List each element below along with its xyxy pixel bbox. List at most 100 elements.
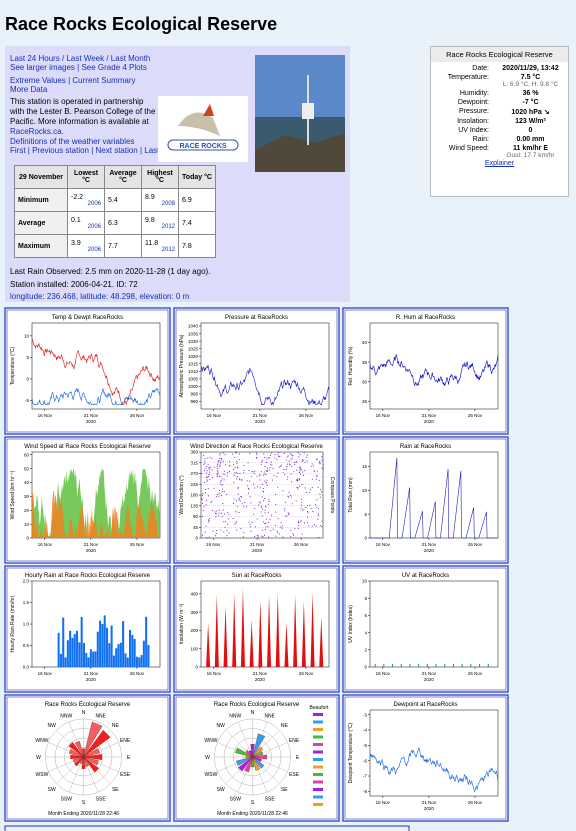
x-tick-label: 16 Nov (38, 542, 53, 547)
trace-bar (71, 637, 74, 667)
trace-dot (205, 488, 207, 490)
trace-dot (220, 494, 222, 496)
trace-dot (247, 487, 249, 489)
trace-dot (299, 466, 301, 468)
trace-dot (263, 453, 265, 455)
trace-dot (290, 536, 292, 538)
x-tick-label: 21 Nov (84, 542, 99, 547)
trace-dot (216, 530, 218, 532)
definitions-link[interactable]: Definitions of the weather variables (10, 137, 135, 146)
rose-direction: S (251, 800, 255, 806)
trace-dot (209, 471, 211, 473)
trace-dot (297, 487, 299, 489)
trace-dot (287, 512, 289, 514)
row-label: Date: (472, 65, 489, 72)
trace-dot (287, 455, 289, 457)
cell-year: 2006 (87, 246, 101, 253)
trace-dot (238, 497, 240, 499)
trace-dot (294, 528, 296, 530)
extreme-links[interactable]: Extreme Values | Current Summary (10, 76, 136, 85)
plot-frame (369, 709, 499, 797)
rose-direction: NNE (95, 713, 106, 719)
trace-dot (259, 487, 261, 489)
trace-dot (225, 521, 227, 523)
trace-dot (309, 504, 311, 506)
trace-dot (256, 475, 258, 477)
trace-bar (140, 655, 143, 667)
rose-petal (74, 756, 84, 767)
rose-direction: SSW (230, 797, 242, 803)
trace-dot (314, 470, 316, 472)
trace-dot (266, 458, 268, 460)
x-tick-label: 26 Nov (294, 542, 309, 547)
trace-dot (252, 471, 254, 473)
trace-dot (300, 469, 302, 471)
trace-dot (204, 458, 206, 460)
trace-dot (220, 529, 222, 531)
cell-year: 2006 (87, 200, 101, 207)
trace-dot (270, 461, 272, 463)
plot-frame (200, 580, 330, 668)
trace-dot (280, 526, 282, 528)
trace-dot (235, 522, 237, 524)
chart-title: Race Rocks Ecological Reserve (45, 702, 131, 708)
y-tick-label: 200 (190, 628, 198, 633)
trace (31, 388, 161, 406)
location-link[interactable]: longitude: 236.468, latitude: 48.298, el… (10, 292, 190, 301)
y-tick-label: 2.0 (23, 579, 30, 584)
trace-bar (94, 651, 97, 667)
trace-dot (226, 494, 228, 496)
trace-dot (206, 470, 208, 472)
current-row: Pressure: 1020 hPa ↘ (431, 107, 568, 117)
trace-dot (265, 522, 267, 524)
trace-dot (209, 479, 211, 481)
rose-petal (244, 756, 253, 773)
cell-year: 2008 (161, 200, 175, 207)
trace-dot (286, 456, 288, 458)
chart-title: Dewpoint at RaceRocks (393, 702, 457, 708)
image-links[interactable]: See larger images | See Grade 4 Plots (10, 63, 147, 72)
trace-dot (220, 460, 222, 462)
trace-bar (103, 615, 106, 667)
y-tick-label: 50 (24, 466, 30, 471)
trace-dot (286, 463, 288, 465)
trace-dot (233, 456, 235, 458)
rose-direction: WNW (35, 738, 48, 744)
trace-dot (223, 513, 225, 515)
trace-dot (321, 491, 323, 493)
more-data-link[interactable]: More Data (10, 85, 48, 94)
trace-dot (307, 511, 309, 513)
trace-dot (233, 474, 235, 476)
station-links[interactable]: First | Previous station | Next station … (10, 146, 160, 155)
trace-dot (249, 480, 251, 482)
trace-dot (262, 529, 264, 531)
x-year: 2020 (424, 419, 435, 424)
y-tick-label: 1000 (188, 384, 199, 389)
trace-dot (228, 514, 230, 516)
chart-title: UV at RaceRocks (402, 573, 449, 579)
trace-dot (322, 476, 324, 478)
trace-dot (300, 521, 302, 523)
trace-dot (222, 484, 224, 486)
trace-spike (319, 616, 324, 667)
legend-swatch (313, 735, 323, 739)
trace-dot (206, 480, 208, 482)
trace-dot (264, 534, 266, 536)
trace-dot (277, 452, 279, 454)
trace-dot (227, 523, 229, 525)
trace-dot (316, 458, 318, 460)
trace-bar (142, 640, 145, 667)
rose-petal (252, 751, 264, 758)
trace-dot (287, 496, 289, 498)
explainer-link[interactable]: Explainer (484, 160, 515, 167)
period-links[interactable]: Last 24 Hours / Last Week / Last Month (10, 54, 151, 63)
trace-dot (236, 500, 238, 502)
trace-dot (235, 472, 237, 474)
trace-dot (276, 530, 278, 532)
trace-dot (220, 512, 222, 514)
trace-dot (205, 477, 207, 479)
trace-dot (271, 464, 273, 466)
trace (31, 339, 161, 406)
trace-dot (228, 532, 230, 534)
about-link[interactable]: RaceRocks.ca. (10, 127, 64, 136)
